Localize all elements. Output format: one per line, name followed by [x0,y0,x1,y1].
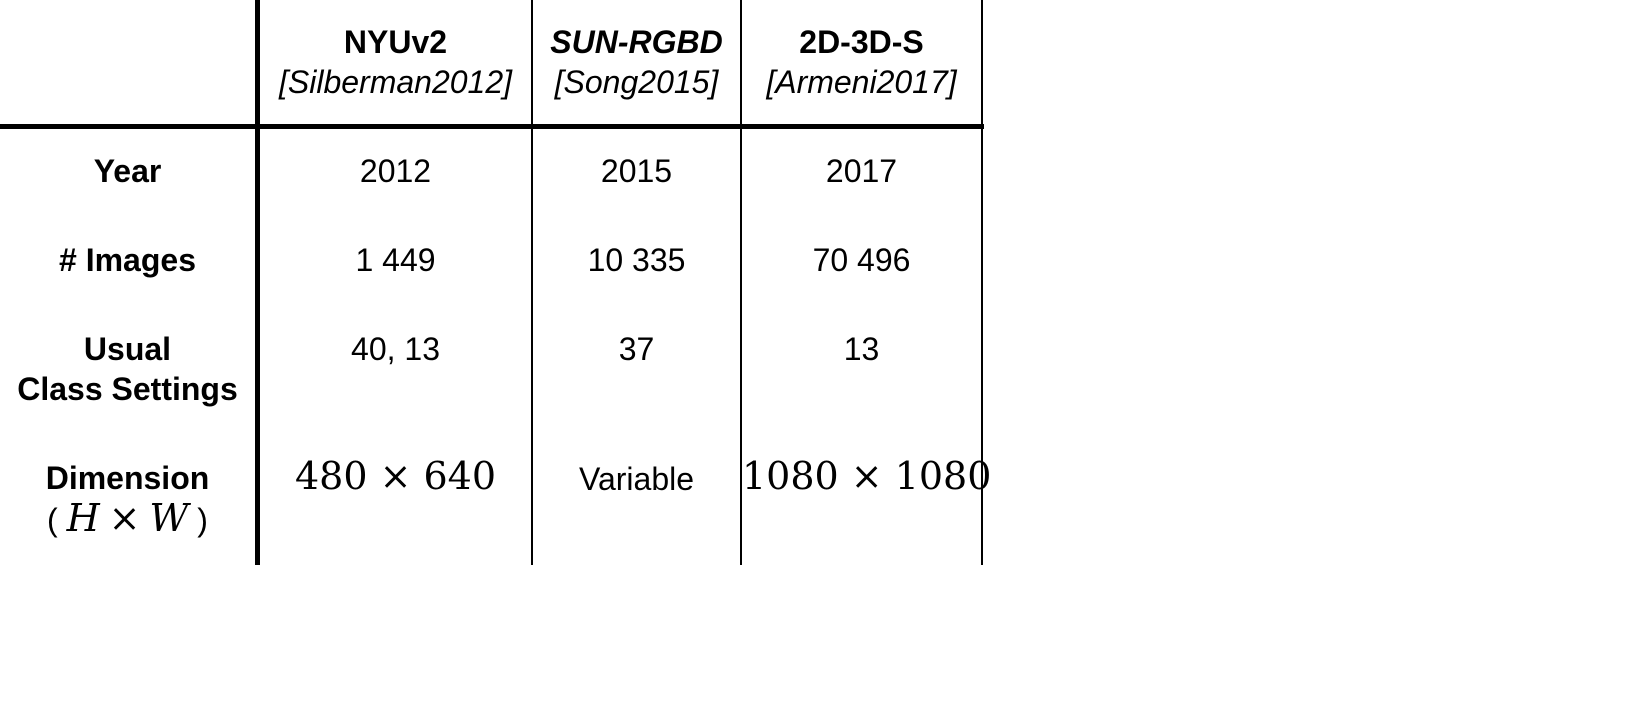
column-divider-2 [740,0,742,565]
row-label-class-settings-line1: Usual [83,331,172,367]
dataset-comparison-table: NYUv2 [Silberman2012] SUN-RGBD [Song2015… [0,0,992,565]
dimension-w-symbol: W [149,496,189,540]
dimension-h-symbol: H [66,496,100,540]
classes-nyuv2: 40, 13 [351,331,440,367]
year-nyuv2: 2012 [359,153,432,189]
dimension-sunrgbd: Variable [578,461,695,497]
header-sunrgbd-name: SUN-RGBD [550,24,723,60]
column-divider-1 [531,0,533,565]
classes-sunrgbd: 37 [618,331,655,367]
dimension-nyuv2: 480 × 640 [294,454,497,498]
classes-2d3ds: 13 [843,331,880,367]
header-nyuv2-citation: [Silberman2012] [278,64,513,100]
images-2d3ds: 70 496 [812,242,911,278]
header-sunrgbd-citation: [Song2015] [554,64,719,100]
dimension-times-symbol: × [108,496,141,540]
dimension-open-paren: ( [47,502,58,538]
label-column-divider [255,0,260,565]
header-2d3ds-name: 2D-3D-S [799,24,924,60]
row-label-dimension-line1: Dimension [45,460,210,496]
year-2d3ds: 2017 [825,153,898,189]
row-label-dimension-formula: ( H × W ) [0,498,255,540]
header-2d3ds-citation: [Armeni2017] [766,64,957,100]
year-sunrgbd: 2015 [600,153,673,189]
header-divider [0,124,984,129]
images-nyuv2: 1 449 [355,242,436,278]
row-label-class-settings: Usual Class Settings [0,329,255,409]
header-nyuv2-name: NYUv2 [343,24,448,60]
table-right-border [981,0,983,565]
dimension-close-paren: ) [197,502,208,538]
images-sunrgbd: 10 335 [587,242,686,278]
row-label-year: Year [93,153,162,189]
header-nyuv2: NYUv2 [Silberman2012] [260,22,531,102]
row-label-class-settings-line2: Class Settings [17,371,238,407]
dimension-2d3ds: 1080 × 1080 [742,454,992,498]
header-sunrgbd: SUN-RGBD [Song2015] [533,22,740,102]
header-2d3ds: 2D-3D-S [Armeni2017] [742,22,981,102]
row-label-dimension: Dimension ( H × W ) [0,458,255,540]
row-label-images: # Images [59,242,196,278]
